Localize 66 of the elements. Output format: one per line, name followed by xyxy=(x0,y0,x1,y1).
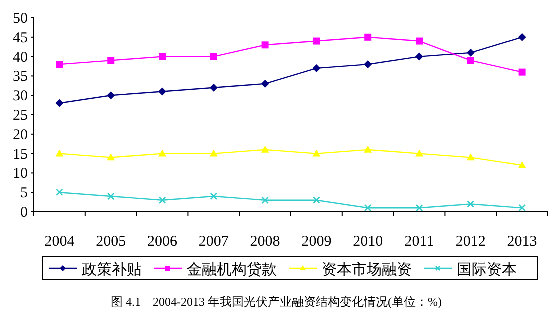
y-tick-label: 25 xyxy=(13,108,28,124)
point xyxy=(466,154,475,161)
point xyxy=(56,99,64,108)
point xyxy=(364,60,372,69)
point xyxy=(518,161,526,168)
point xyxy=(312,64,321,72)
point xyxy=(416,38,423,45)
x-tick-label: 2012 xyxy=(456,234,486,250)
point xyxy=(56,150,64,157)
point xyxy=(210,53,218,60)
legend-label: 国际资本 xyxy=(457,260,517,278)
point xyxy=(467,57,474,64)
y-tick-label: 5 xyxy=(20,186,28,202)
point xyxy=(364,204,372,212)
x-tick-label: 2008 xyxy=(250,234,280,250)
point xyxy=(518,204,526,212)
x-tick-label: 2009 xyxy=(302,234,332,250)
y-tick-label: 0 xyxy=(20,205,28,221)
point xyxy=(210,150,218,157)
point xyxy=(416,52,424,61)
point xyxy=(467,200,475,208)
point xyxy=(210,192,218,200)
point xyxy=(466,48,475,57)
y-tick-label: 35 xyxy=(13,69,28,86)
point xyxy=(107,192,115,200)
x-tick-label: 2004 xyxy=(44,234,76,250)
point xyxy=(210,84,218,92)
point xyxy=(261,146,270,153)
point xyxy=(56,61,64,68)
point xyxy=(158,150,166,157)
point xyxy=(518,68,526,76)
point xyxy=(158,88,166,96)
point xyxy=(261,80,270,88)
y-tick-label: 40 xyxy=(13,50,28,66)
x-tick-label: 2005 xyxy=(96,234,126,250)
x-tick-label: 2011 xyxy=(404,234,434,250)
point xyxy=(312,150,321,157)
point xyxy=(159,53,166,60)
y-tick-label: 20 xyxy=(13,127,28,144)
point xyxy=(108,57,115,64)
y-tick-label: 45 xyxy=(13,30,28,46)
point xyxy=(364,146,372,153)
y-tick-label: 15 xyxy=(13,146,28,163)
y-tick-label: 50 xyxy=(13,11,28,27)
x-tick-label: 2006 xyxy=(148,234,178,250)
point xyxy=(107,92,116,100)
legend-label: 资本市场融资 xyxy=(322,260,412,278)
point xyxy=(262,196,269,204)
y-tick-label: 30 xyxy=(13,88,28,105)
point xyxy=(416,204,424,212)
point xyxy=(518,33,526,42)
x-tick-label: 2010 xyxy=(353,234,384,250)
point xyxy=(364,34,372,41)
x-tick-label: 2007 xyxy=(198,234,230,250)
point xyxy=(313,38,320,45)
point xyxy=(56,188,64,196)
y-tick-label: 10 xyxy=(13,166,28,182)
point xyxy=(416,150,424,157)
point xyxy=(107,154,116,161)
point xyxy=(313,196,320,204)
legend-label: 金融机构贷款 xyxy=(187,260,277,278)
point xyxy=(158,196,166,204)
x-tick-label: 2013 xyxy=(507,234,538,250)
legend-label: 政策补贴 xyxy=(82,260,142,278)
point xyxy=(262,42,269,49)
caption: 图 4.1 2004-2013 年我国光伏产业融资结构变化情况(单位：%) xyxy=(111,295,442,309)
